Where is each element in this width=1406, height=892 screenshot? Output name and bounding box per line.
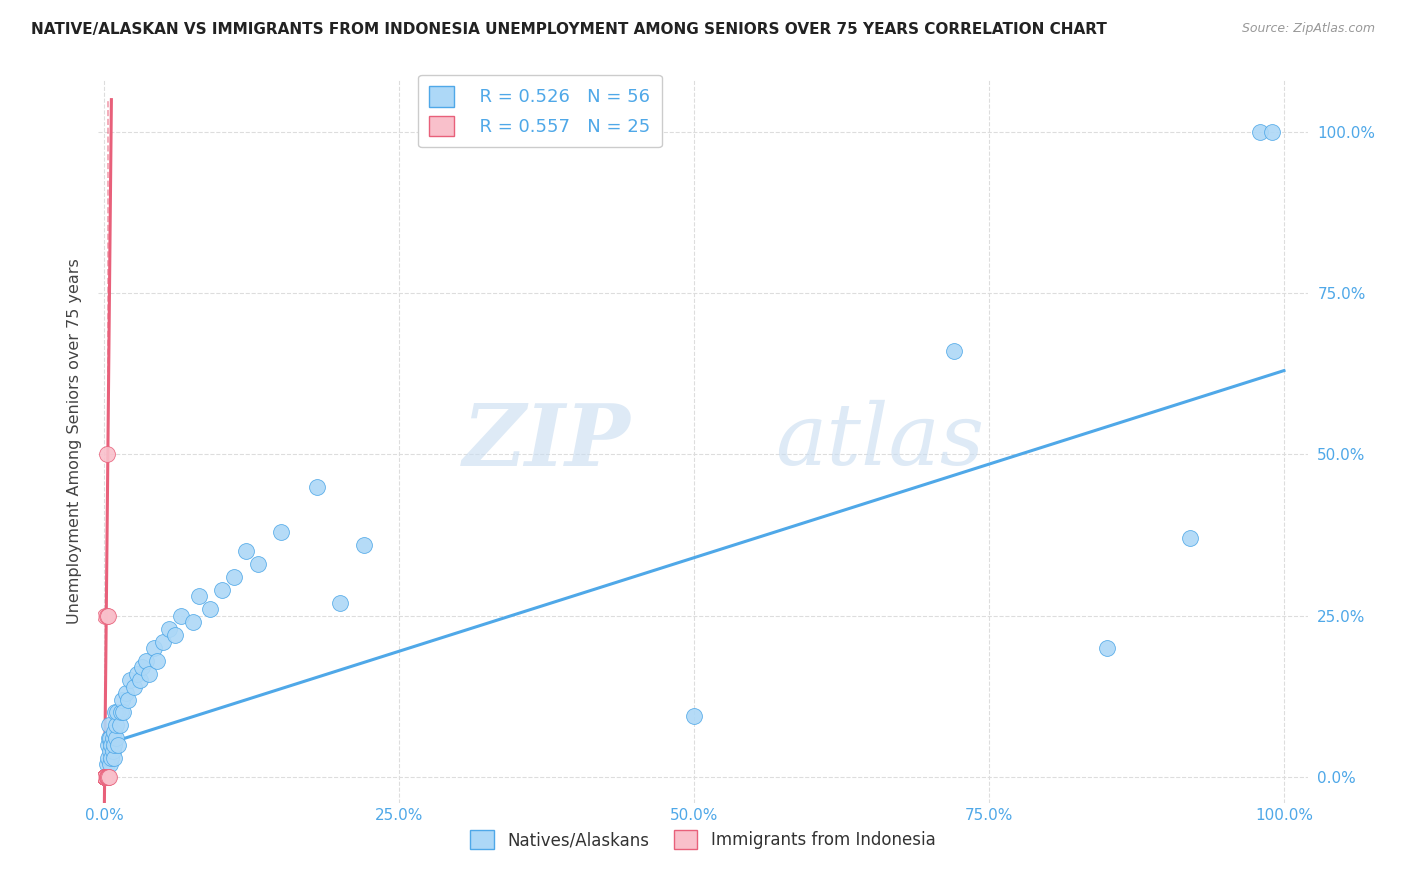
Point	[98, 770, 121, 784]
Point	[97, 738, 120, 752]
Point	[94, 770, 117, 784]
Point	[96, 770, 118, 784]
Point	[165, 628, 187, 642]
Point	[104, 706, 127, 720]
Point	[94, 770, 117, 784]
Point	[103, 738, 125, 752]
Point	[100, 738, 122, 752]
Point	[222, 570, 245, 584]
Point	[111, 692, 134, 706]
Point	[98, 718, 121, 732]
Point	[94, 770, 117, 784]
Legend: Natives/Alaskans, Immigrants from Indonesia: Natives/Alaskans, Immigrants from Indone…	[464, 823, 942, 856]
Text: NATIVE/ALASKAN VS IMMIGRANTS FROM INDONESIA UNEMPLOYMENT AMONG SENIORS OVER 75 Y: NATIVE/ALASKAN VS IMMIGRANTS FROM INDONE…	[31, 22, 1107, 37]
Point	[101, 744, 124, 758]
Point	[97, 770, 120, 784]
Point	[157, 622, 180, 636]
Point	[97, 608, 120, 623]
Point	[94, 770, 117, 784]
Point	[683, 708, 706, 723]
Point	[105, 718, 128, 732]
Point	[187, 590, 209, 604]
Point	[305, 480, 328, 494]
Point	[94, 770, 117, 784]
Point	[138, 666, 160, 681]
Point	[94, 770, 117, 784]
Point	[98, 744, 121, 758]
Text: ZIP: ZIP	[463, 400, 630, 483]
Point	[135, 654, 157, 668]
Point	[270, 524, 292, 539]
Point	[131, 660, 153, 674]
Point	[127, 666, 149, 681]
Point	[107, 738, 129, 752]
Point	[96, 770, 118, 784]
Point	[146, 654, 169, 668]
Point	[128, 673, 150, 688]
Point	[94, 770, 117, 784]
Point	[97, 750, 120, 764]
Point	[142, 640, 165, 655]
Point	[94, 770, 117, 784]
Point	[98, 731, 121, 746]
Point	[108, 718, 131, 732]
Point	[122, 680, 145, 694]
Point	[235, 544, 257, 558]
Point	[101, 731, 124, 746]
Point	[181, 615, 204, 630]
Point	[112, 706, 135, 720]
Point	[94, 770, 117, 784]
Point	[96, 770, 118, 784]
Point	[110, 706, 132, 720]
Point	[94, 770, 117, 784]
Point	[96, 447, 118, 461]
Point	[170, 608, 193, 623]
Point	[942, 344, 965, 359]
Point	[152, 634, 174, 648]
Point	[105, 706, 128, 720]
Point	[1261, 125, 1284, 139]
Point	[329, 596, 352, 610]
Point	[98, 731, 121, 746]
Point	[211, 582, 233, 597]
Point	[96, 757, 118, 772]
Text: Source: ZipAtlas.com: Source: ZipAtlas.com	[1241, 22, 1375, 36]
Point	[200, 602, 222, 616]
Point	[94, 770, 117, 784]
Point	[96, 608, 118, 623]
Point	[98, 757, 121, 772]
Point	[117, 692, 139, 706]
Point	[1095, 640, 1118, 655]
Point	[103, 750, 125, 764]
Point	[94, 770, 117, 784]
Point	[1249, 125, 1271, 139]
Point	[120, 673, 142, 688]
Point	[353, 538, 375, 552]
Point	[97, 770, 120, 784]
Text: atlas: atlas	[776, 401, 984, 483]
Point	[1178, 531, 1201, 545]
Y-axis label: Unemployment Among Seniors over 75 years: Unemployment Among Seniors over 75 years	[67, 259, 83, 624]
Point	[246, 557, 269, 571]
Point	[94, 608, 117, 623]
Point	[103, 724, 125, 739]
Point	[94, 770, 117, 784]
Point	[114, 686, 136, 700]
Point	[100, 750, 122, 764]
Point	[105, 731, 128, 746]
Point	[96, 770, 118, 784]
Point	[94, 770, 117, 784]
